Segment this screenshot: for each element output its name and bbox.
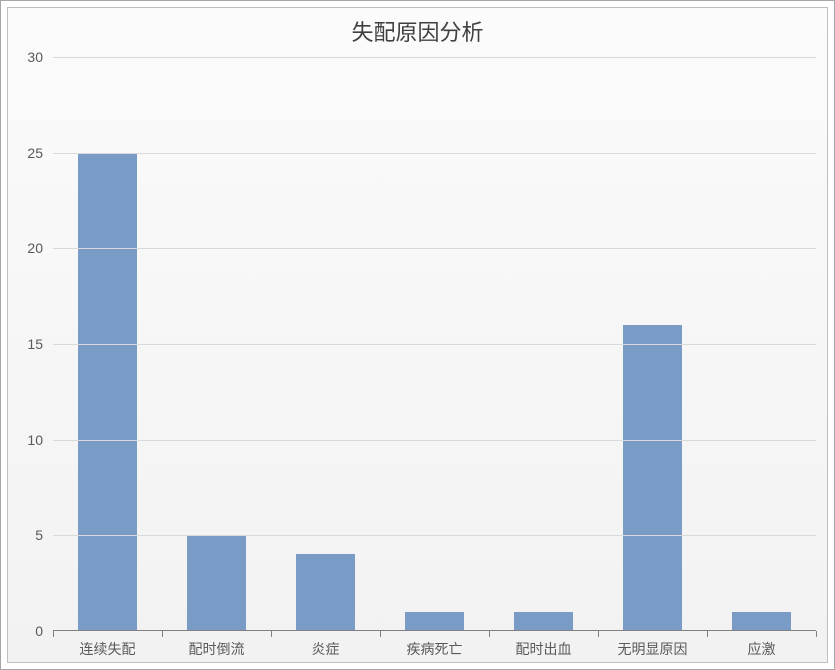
bar [78, 153, 138, 631]
x-category-label: 疾病死亡 [407, 639, 463, 659]
y-tick-label: 0 [35, 623, 43, 639]
grid-line [53, 57, 816, 58]
y-tick-label: 30 [27, 49, 43, 65]
x-tick [489, 631, 490, 637]
x-tick [271, 631, 272, 637]
bar [187, 535, 247, 631]
x-category-label: 配时倒流 [189, 639, 245, 659]
x-tick [598, 631, 599, 637]
chart-title: 失配原因分析 [1, 15, 834, 47]
grid-line [53, 344, 816, 345]
grid-line [53, 153, 816, 154]
x-category-label: 无明显原因 [618, 639, 688, 659]
y-tick-label: 5 [35, 527, 43, 543]
x-tick [380, 631, 381, 637]
bar [405, 612, 465, 631]
y-tick-label: 25 [27, 145, 43, 161]
bar [623, 325, 683, 631]
x-category-label: 连续失配 [80, 639, 136, 659]
x-tick [816, 631, 817, 637]
x-tick [162, 631, 163, 637]
bar [514, 612, 574, 631]
grid-line [53, 440, 816, 441]
bar [296, 554, 356, 631]
x-category-label: 应激 [748, 639, 776, 659]
chart-container: 失配原因分析 051015202530连续失配配时倒流炎症疾病死亡配时出血无明显… [0, 0, 835, 670]
y-tick-label: 10 [27, 432, 43, 448]
plot-area: 051015202530连续失配配时倒流炎症疾病死亡配时出血无明显原因应激 [53, 57, 816, 631]
x-category-label: 配时出血 [516, 639, 572, 659]
grid-line [53, 248, 816, 249]
x-category-label: 炎症 [312, 639, 340, 659]
x-tick [707, 631, 708, 637]
x-tick [53, 631, 54, 637]
y-tick-label: 20 [27, 240, 43, 256]
y-tick-label: 15 [27, 336, 43, 352]
bar [732, 612, 792, 631]
x-axis [53, 630, 816, 631]
grid-line [53, 535, 816, 536]
